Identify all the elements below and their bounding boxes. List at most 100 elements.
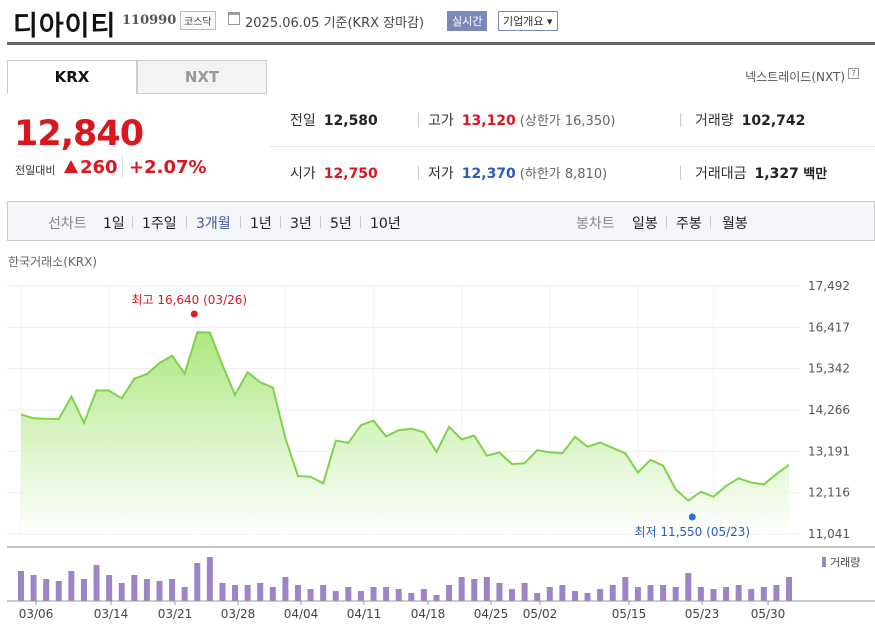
- volume-bar: [269, 587, 276, 601]
- volume-bar: [194, 563, 201, 601]
- quote-date: 2025.06.05 기준(KRX 장마감): [245, 16, 425, 31]
- nextrade-link[interactable]: 넥스트레이드(NXT): [745, 70, 845, 84]
- stat-high: 고가 13,120 (상한가 16,350): [428, 110, 615, 130]
- divider: [418, 166, 419, 180]
- divider: [320, 216, 321, 228]
- y-tick-label: 13,191: [808, 444, 850, 458]
- volume-bar: [294, 585, 301, 601]
- divider: [680, 166, 681, 180]
- stat-amount-value: 1,327: [754, 166, 799, 182]
- max-label: 최고 16,640 (03/26): [131, 293, 247, 307]
- y-tick-label: 12,116: [808, 486, 850, 500]
- min-label: 최저 11,550 (05/23): [634, 525, 750, 539]
- stat-volume-label: 거래량: [695, 113, 734, 129]
- volume-bar: [723, 587, 730, 601]
- volume-bar: [219, 583, 226, 601]
- divider: [360, 216, 361, 228]
- volume-bar: [559, 585, 566, 601]
- x-tick-label: 03/21: [158, 607, 193, 621]
- candle-weekly[interactable]: 주봉: [676, 216, 702, 232]
- price-area: [21, 332, 789, 534]
- stat-volume: 거래량 102,742: [695, 110, 805, 130]
- stat-lower-limit: (하한가 8,810): [519, 167, 608, 182]
- tab-krx[interactable]: KRX: [7, 60, 137, 94]
- period-3m[interactable]: 3개월: [196, 216, 231, 232]
- y-tick-label: 16,417: [808, 320, 850, 334]
- divider: [132, 216, 133, 228]
- stat-open-label: 시가: [290, 166, 316, 182]
- period-10y[interactable]: 10년: [370, 216, 401, 232]
- volume-bar: [68, 571, 75, 601]
- volume-bar: [735, 585, 742, 601]
- stat-low-label: 저가: [428, 166, 454, 182]
- volume-bar: [169, 579, 176, 601]
- x-tick-label: 04/11: [347, 607, 382, 621]
- divider: [240, 216, 241, 228]
- candle-daily[interactable]: 일봉: [632, 216, 658, 232]
- line-chart-label: 선차트: [48, 216, 87, 232]
- divider: [680, 113, 681, 127]
- volume-bar: [509, 589, 516, 601]
- volume-bar: [30, 575, 37, 601]
- volume-bar: [55, 581, 62, 601]
- extreme-markers: 최고 16,640 (03/26) 최저 11,550 (05/23): [131, 293, 750, 539]
- period-5y[interactable]: 5년: [330, 216, 352, 232]
- volume-bar: [106, 575, 113, 601]
- volume-bar: [634, 587, 641, 601]
- volume-legend: 거래량: [830, 556, 860, 569]
- price-chart: 17,492 16,417 15,342 14,266 13,191 12,116 11,0…: [7, 279, 875, 621]
- quote-stats: 전일 12,580 고가 13,120 (상한가 16,350) 거래량 102,742…: [270, 98, 875, 192]
- header-divider: [7, 42, 875, 45]
- volume-bar: [546, 587, 553, 601]
- stat-open: 시가 12,750: [290, 163, 378, 183]
- realtime-button[interactable]: 실시간: [447, 11, 488, 31]
- divider: [186, 216, 187, 228]
- volume-bar: [395, 589, 402, 601]
- x-tick-label: 04/18: [411, 607, 446, 621]
- data-source-label: 한국거래소(KRX): [8, 255, 97, 269]
- volume-bar: [672, 587, 679, 601]
- volume-bar: [773, 585, 780, 601]
- stat-prev: 전일 12,580: [290, 110, 378, 130]
- help-icon[interactable]: ?: [848, 68, 859, 79]
- volume-bar: [483, 577, 490, 601]
- x-tick-label: 05/30: [751, 607, 786, 621]
- up-arrow-icon: [64, 160, 78, 173]
- volume-bar: [420, 589, 427, 601]
- stat-low: 저가 12,370 (하한가 8,810): [428, 163, 607, 183]
- stock-name: 디아이티: [13, 11, 117, 42]
- volume-bar: [181, 587, 188, 601]
- volume-bar: [597, 589, 604, 601]
- stock-code: 110990: [122, 13, 177, 28]
- volume-bar: [609, 585, 616, 601]
- volume-bar: [647, 585, 654, 601]
- volume-bar: [357, 591, 364, 601]
- y-tick-label: 11,041: [808, 527, 850, 541]
- volume-bars: [18, 557, 792, 601]
- stats-separator: [270, 146, 875, 147]
- period-1y[interactable]: 1년: [250, 216, 272, 232]
- candle-monthly[interactable]: 월봉: [722, 216, 748, 232]
- volume-bar: [118, 583, 125, 601]
- stat-high-value: 13,120: [461, 113, 516, 129]
- stat-amount-label: 거래대금: [695, 166, 747, 182]
- period-1w[interactable]: 1주일: [142, 216, 177, 232]
- volume-bar: [748, 589, 755, 601]
- stock-header: 디아이티 110990 코스닥 2025.06.05 기준(KRX 장마감) 실…: [0, 0, 875, 45]
- min-marker: [688, 513, 696, 521]
- volume-bar: [446, 585, 453, 601]
- corp-info-dropdown[interactable]: 기업개요 ▾: [498, 11, 558, 31]
- stat-prev-value: 12,580: [323, 113, 378, 129]
- x-tick-label: 04/25: [474, 607, 509, 621]
- volume-bar: [496, 583, 503, 601]
- volume-bar: [232, 585, 239, 601]
- volume-bar: [697, 587, 704, 601]
- period-1d[interactable]: 1일: [103, 216, 125, 232]
- candle-chart-label: 봉차트: [576, 216, 615, 232]
- stat-low-value: 12,370: [461, 166, 516, 182]
- volume-legend-swatch: [822, 557, 826, 567]
- period-3y[interactable]: 3년: [290, 216, 312, 232]
- divider: [710, 216, 711, 228]
- tab-nxt[interactable]: NXT: [137, 60, 267, 94]
- y-tick-label: 15,342: [808, 362, 850, 376]
